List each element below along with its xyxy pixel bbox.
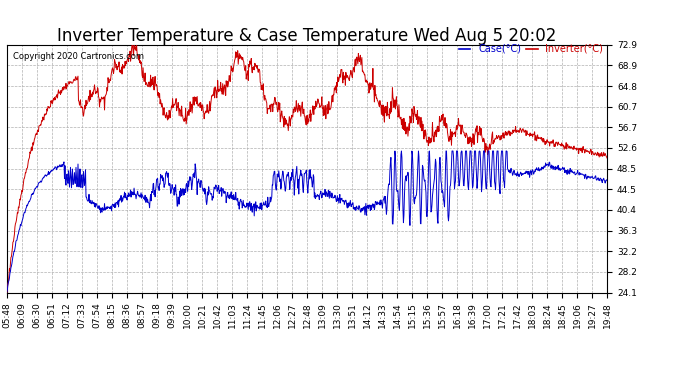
Legend: Case(°C), Inverter(°C): Case(°C), Inverter(°C) bbox=[455, 40, 607, 58]
Text: Copyright 2020 Cartronics.com: Copyright 2020 Cartronics.com bbox=[13, 53, 144, 62]
Title: Inverter Temperature & Case Temperature Wed Aug 5 20:02: Inverter Temperature & Case Temperature … bbox=[57, 27, 557, 45]
